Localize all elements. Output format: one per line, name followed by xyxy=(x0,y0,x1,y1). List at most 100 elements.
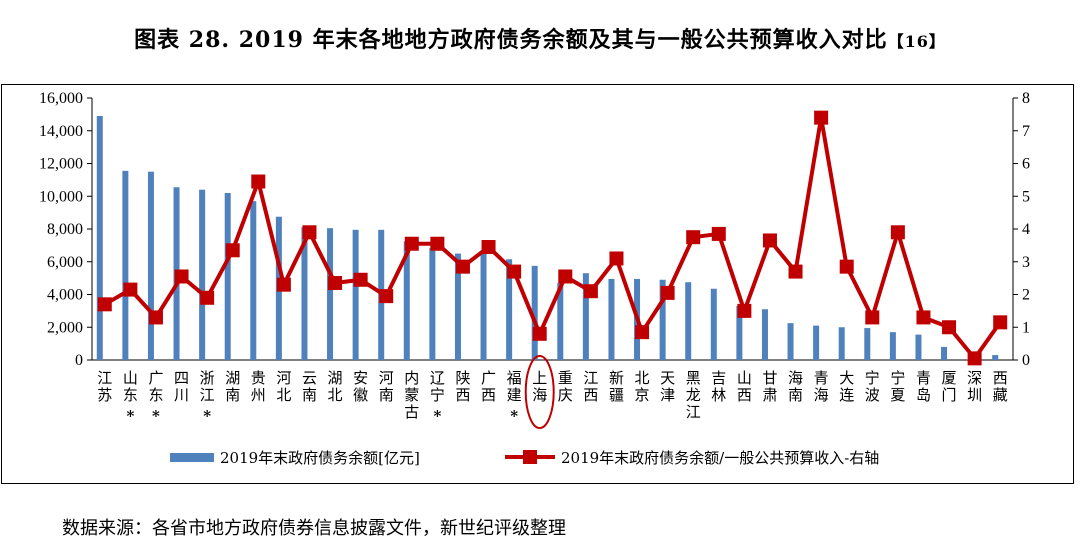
category-label: 建 xyxy=(507,386,522,404)
category-label: 北 xyxy=(328,386,343,404)
bar xyxy=(864,328,871,360)
bar xyxy=(557,283,564,360)
y-right-tick-label: 4 xyxy=(1022,221,1030,238)
category-label: 州 xyxy=(251,386,266,404)
y-left-tick-label: 6,000 xyxy=(47,254,83,271)
legend-bar-swatch xyxy=(170,453,214,462)
category-label: 湖 xyxy=(225,369,240,387)
ratio-point xyxy=(635,325,650,340)
y-left-tick-label: 14,000 xyxy=(39,123,83,140)
category-label: 西 xyxy=(481,386,496,404)
y-left-tick-label: 10,000 xyxy=(39,188,83,205)
category-label: 古 xyxy=(404,403,419,421)
bar xyxy=(327,228,334,360)
category-label: 青 xyxy=(814,369,829,387)
category-label: 徽 xyxy=(353,386,368,404)
bar xyxy=(787,323,794,360)
bar xyxy=(429,247,436,360)
category-label: 川 xyxy=(174,386,189,404)
bar xyxy=(506,259,513,360)
y-right-tick-label: 6 xyxy=(1022,156,1030,173)
ratio-point xyxy=(916,310,931,325)
ratio-point xyxy=(123,282,138,297)
bar xyxy=(454,253,461,360)
y-left-tick-label: 12,000 xyxy=(39,156,83,173)
bar xyxy=(889,332,896,360)
ratio-point xyxy=(200,290,215,305)
category-label: 江 xyxy=(583,369,598,387)
bar xyxy=(250,201,257,360)
category-label: 四 xyxy=(174,369,189,387)
category-label: 重 xyxy=(558,369,573,387)
ratio-point xyxy=(609,251,624,266)
category-label: 京 xyxy=(635,386,650,404)
category-label: 黑 xyxy=(686,369,701,387)
category-label: 福 xyxy=(507,369,522,387)
category-label: 陕 xyxy=(455,369,470,387)
ratio-point xyxy=(660,285,675,300)
category-label: 连 xyxy=(839,386,854,404)
category-label: 天 xyxy=(660,369,675,387)
category-label: * xyxy=(433,407,441,425)
y-right-tick-label: 8 xyxy=(1022,90,1030,107)
bar xyxy=(838,327,845,360)
ratio-point xyxy=(251,174,266,189)
ratio-point xyxy=(558,269,573,284)
category-label: 浙 xyxy=(200,369,215,387)
category-label: 海 xyxy=(814,386,829,404)
category-label: 西 xyxy=(583,386,598,404)
category-label: 贵 xyxy=(251,369,266,387)
ratio-point xyxy=(967,351,982,366)
category-label: 疆 xyxy=(609,386,624,404)
bar xyxy=(96,116,103,360)
category-label: 津 xyxy=(660,386,675,404)
y-right-tick-label: 5 xyxy=(1022,188,1030,205)
category-label: * xyxy=(203,407,211,425)
ratio-point xyxy=(993,315,1008,330)
highlight-circle xyxy=(524,355,555,429)
category-label: 圳 xyxy=(967,386,982,404)
legend-bar-label: 2019年末政府债务余额[亿元] xyxy=(220,449,420,467)
bar xyxy=(736,305,743,360)
ratio-point xyxy=(865,310,880,325)
bar xyxy=(531,265,538,360)
bar xyxy=(301,227,308,360)
legend-line-label: 2019年末政府债务余额/一般公共预算收入-右轴 xyxy=(561,449,879,467)
category-label: 东 xyxy=(148,386,163,404)
category-label: 湖 xyxy=(328,369,343,387)
y-right-tick-label: 2 xyxy=(1022,287,1030,304)
y-left-tick-label: 0 xyxy=(75,352,83,369)
ratio-point xyxy=(890,225,905,240)
category-label: 南 xyxy=(788,386,803,404)
ratio-point xyxy=(686,230,701,245)
category-label: 辽 xyxy=(430,369,445,387)
category-label: 广 xyxy=(148,369,163,387)
ratio-point xyxy=(174,269,189,284)
bar xyxy=(608,278,615,360)
y-right-tick-label: 1 xyxy=(1022,319,1030,336)
category-label: 厦 xyxy=(942,369,957,387)
category-label: 吉 xyxy=(711,369,726,387)
category-label: 山 xyxy=(123,369,138,387)
category-label: 庆 xyxy=(558,386,573,404)
ratio-point xyxy=(507,264,522,279)
category-label: 海 xyxy=(788,369,803,387)
ratio-point xyxy=(148,310,163,325)
category-label: 南 xyxy=(379,386,394,404)
category-label: 甘 xyxy=(762,369,777,387)
ratio-point xyxy=(583,284,598,299)
y-left-tick-label: 16,000 xyxy=(39,90,83,107)
category-label: 龙 xyxy=(686,386,701,404)
bar xyxy=(352,229,359,360)
legend-line-marker xyxy=(523,450,537,464)
category-label: * xyxy=(152,407,160,425)
ratio-point xyxy=(225,243,240,258)
ratio-point xyxy=(711,226,726,241)
y-right-tick-label: 0 xyxy=(1022,352,1030,369)
category-label: 西 xyxy=(455,386,470,404)
bar xyxy=(582,273,589,360)
ratio-point xyxy=(97,297,112,312)
y-left-tick-label: 2,000 xyxy=(47,319,83,336)
category-label: 深 xyxy=(967,369,982,387)
category-label: 门 xyxy=(942,386,957,404)
